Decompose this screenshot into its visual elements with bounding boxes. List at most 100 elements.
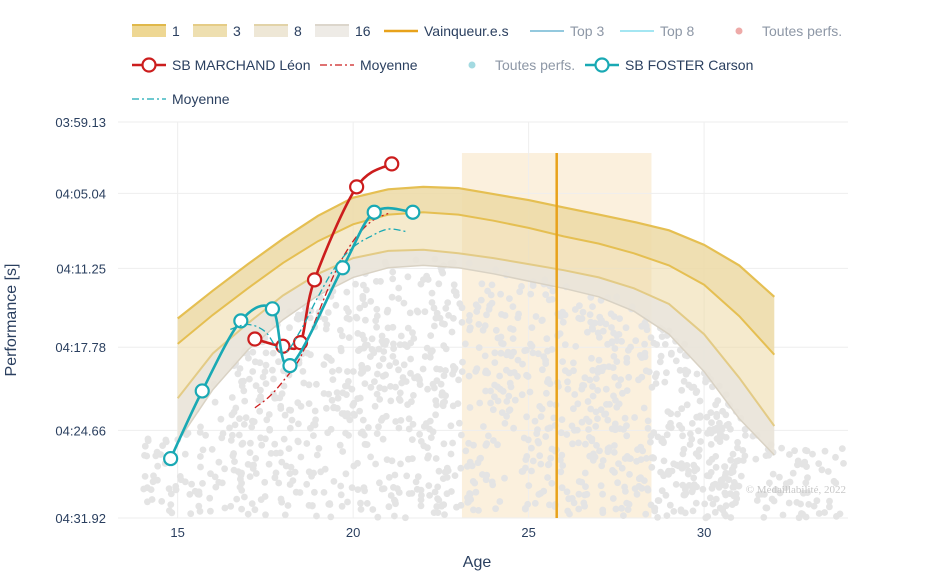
legend-item[interactable]: Top 8	[620, 23, 694, 39]
scatter-point	[188, 480, 196, 488]
legend-item[interactable]: 16	[315, 23, 371, 39]
scatter-point	[663, 369, 670, 377]
scatter-point	[247, 439, 254, 447]
scatter-point	[572, 343, 580, 350]
scatter-point	[342, 382, 349, 390]
scatter-point	[424, 276, 432, 283]
scatter-point	[503, 351, 510, 359]
scatter-point	[438, 267, 446, 275]
scatter-point	[443, 474, 451, 481]
legend-item[interactable]: SB MARCHAND Léon	[132, 57, 311, 73]
scatter-point	[305, 381, 313, 389]
scatter-point	[414, 308, 422, 316]
scatter-point	[471, 479, 479, 487]
scatter-point	[202, 431, 210, 439]
scatter-point	[514, 356, 522, 364]
scatter-point	[546, 424, 554, 432]
scatter-point	[307, 351, 314, 359]
scatter-point	[678, 386, 686, 394]
legend-item[interactable]: Toutes perfs.	[468, 57, 576, 73]
scatter-point	[306, 314, 314, 322]
scatter-point	[565, 495, 573, 502]
scatter-point	[712, 495, 720, 503]
scatter-point	[397, 332, 405, 340]
scatter-point	[686, 441, 694, 448]
scatter-point	[761, 491, 768, 498]
scatter-point	[474, 303, 482, 311]
scatter-point	[544, 376, 552, 383]
band-3-8	[177, 212, 775, 426]
scatter-point	[323, 404, 330, 412]
scatter-point	[221, 465, 229, 473]
scatter-point	[362, 316, 369, 324]
scatter-point	[676, 422, 683, 429]
scatter-point	[321, 315, 329, 323]
scatter-point	[591, 453, 599, 461]
scatter-point	[534, 350, 542, 358]
scatter-point	[679, 450, 687, 458]
scatter-point	[292, 488, 300, 496]
scatter-point	[315, 445, 323, 452]
scatter-point	[478, 280, 486, 288]
legend-item[interactable]: 1	[132, 23, 180, 39]
scatter-point	[336, 441, 344, 449]
legend-item[interactable]: Vainqueur.e.s	[384, 23, 509, 39]
scatter-point	[538, 317, 546, 324]
scatter-point	[233, 495, 241, 503]
scatter-point	[219, 430, 227, 437]
legend-item[interactable]: Moyenne	[132, 91, 230, 107]
scatter-point	[379, 355, 387, 363]
scatter-point	[532, 313, 540, 320]
scatter-point	[332, 301, 340, 309]
legend-swatch	[254, 25, 288, 37]
scatter-point	[522, 464, 529, 472]
scatter-point	[440, 372, 448, 380]
scatter-point	[789, 469, 797, 477]
scatter-point	[313, 380, 320, 388]
scatter-point	[654, 514, 661, 521]
scatter-point	[249, 348, 257, 356]
scatter-point	[404, 401, 411, 408]
scatter-point	[162, 438, 170, 446]
scatter-point	[375, 362, 383, 369]
scatter-point	[696, 397, 704, 405]
scatter-point	[682, 370, 690, 378]
scatter-point	[427, 332, 435, 339]
scatter-point	[442, 345, 450, 353]
mean-line-1	[254, 212, 389, 409]
legend-item[interactable]: Top 3	[530, 23, 604, 39]
scatter-point	[657, 352, 665, 360]
scatter-point	[483, 311, 490, 319]
y-tick-label: 04:24.66	[55, 423, 106, 438]
scatter-point	[389, 353, 397, 360]
scatter-point	[266, 426, 274, 434]
scatter-point	[435, 280, 443, 288]
legend-item[interactable]: Toutes perfs.	[735, 23, 843, 39]
scatter-point	[523, 371, 530, 379]
legend-item[interactable]: 3	[193, 23, 241, 39]
scatter-point	[615, 460, 622, 467]
scatter-point	[611, 469, 618, 476]
legend-item[interactable]: Moyenne	[320, 57, 418, 73]
scatter-point	[456, 419, 463, 427]
scatter-point	[376, 396, 384, 403]
legend-item[interactable]: SB FOSTER Carson	[585, 57, 753, 73]
scatter-point	[584, 328, 591, 336]
scatter-point	[727, 456, 735, 464]
legend-item[interactable]: 8	[254, 23, 302, 39]
scatter-point	[380, 485, 388, 492]
scatter-point	[327, 513, 335, 521]
scatter-point	[538, 405, 546, 413]
scatter-point	[238, 505, 246, 513]
scatter-point	[621, 414, 629, 422]
scatter-point	[649, 454, 657, 461]
scatter-point	[453, 291, 460, 299]
scatter-point	[328, 396, 336, 404]
scatter-point	[561, 311, 569, 319]
scatter-point	[389, 268, 397, 276]
scatter-point	[588, 354, 595, 362]
scatter-point	[794, 461, 801, 469]
scatter-point	[594, 387, 602, 394]
scatter-point	[215, 458, 223, 466]
scatter-point	[258, 441, 266, 449]
